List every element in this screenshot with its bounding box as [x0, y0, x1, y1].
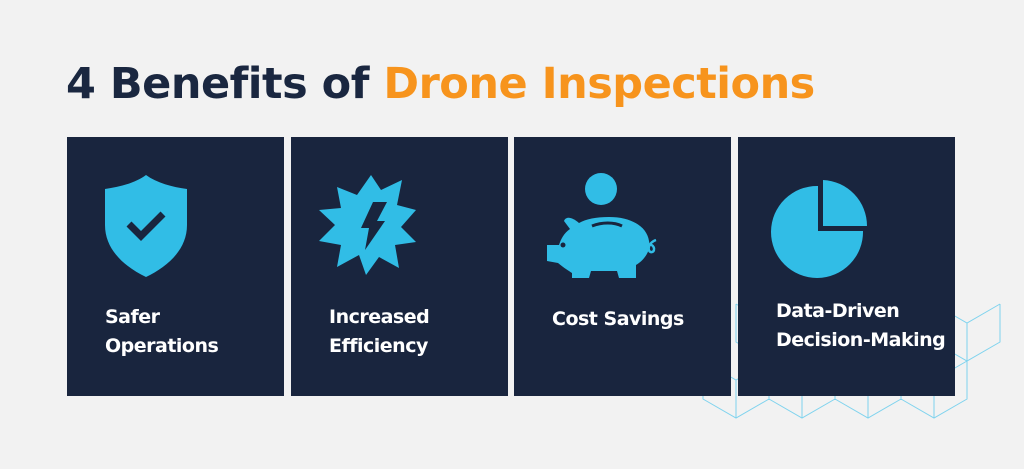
card-label-line2: Operations — [105, 335, 219, 357]
card-label-line1: Cost Savings — [552, 308, 684, 330]
card-label-line1: Increased — [329, 306, 430, 328]
title-prefix: 4 Benefits of — [66, 59, 369, 109]
page-title: 4 Benefits of Drone Inspections — [66, 58, 815, 110]
benefit-card-cost-savings: Cost Savings — [514, 137, 731, 396]
lightning-burst-icon — [319, 175, 416, 275]
pie-chart-icon — [771, 180, 867, 278]
shield-check-icon — [105, 175, 187, 277]
card-label-line2: Decision-Making — [776, 329, 946, 351]
benefit-card-increased-efficiency: Increased Efficiency — [291, 137, 508, 396]
card-label-line1: Data-Driven — [776, 300, 900, 322]
piggy-bank-icon — [547, 173, 657, 278]
benefit-card-data-driven-decision-making: Data-Driven Decision-Making — [738, 137, 955, 396]
card-label-line1: Safer — [105, 306, 160, 328]
title-highlight: Drone Inspections — [383, 59, 815, 109]
card-label-line2: Efficiency — [329, 335, 428, 357]
benefit-card-safer-operations: Safer Operations — [67, 137, 284, 396]
